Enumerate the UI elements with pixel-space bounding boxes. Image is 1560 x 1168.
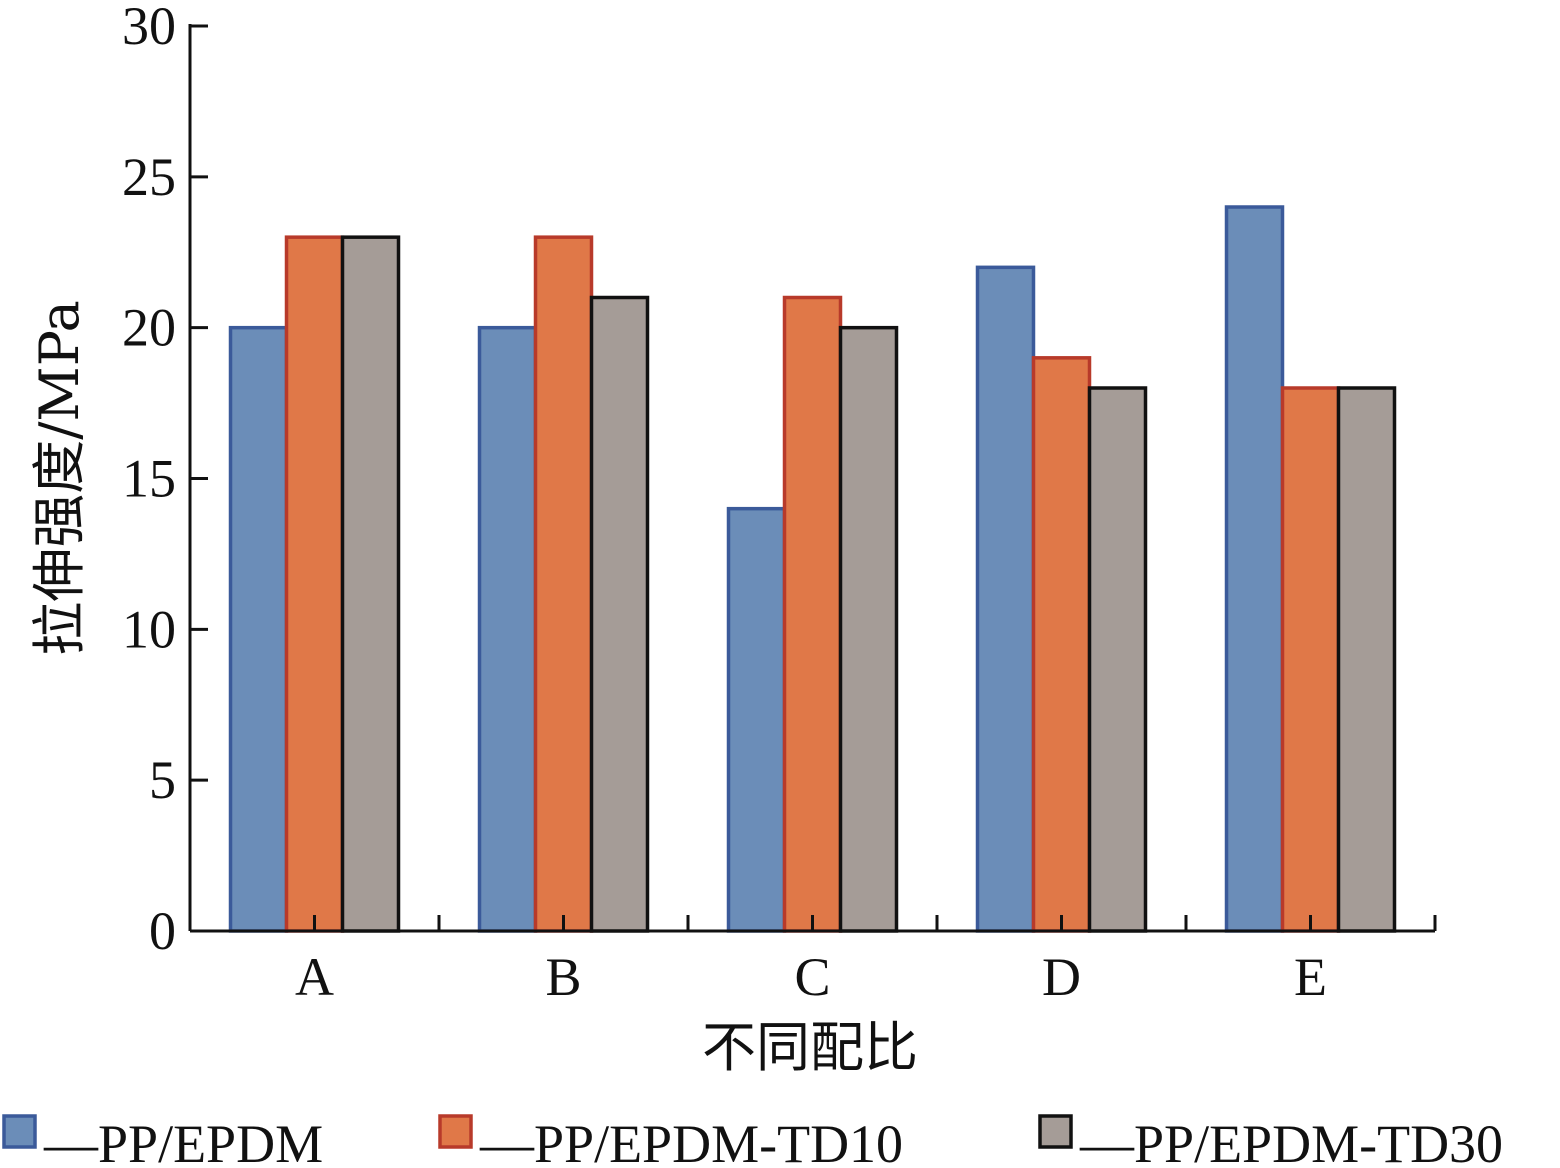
y-tick-label: 10 (122, 599, 176, 659)
y-tick-label: 5 (149, 750, 176, 810)
y-tick-label: 0 (149, 901, 176, 961)
bar-C-series-3 (838, 325, 899, 933)
x-tick-label-D: D (1042, 947, 1081, 1007)
y-axis-title: 拉伸强度/MPa (28, 300, 91, 656)
y-tick-label: 15 (122, 449, 176, 509)
bar-B-series-2 (533, 235, 594, 933)
legend: —PP/EPDM —PP/EPDM-TD10 —PP/EPDM-TD30 (2, 1114, 1503, 1168)
x-tick-label-A: A (295, 947, 334, 1007)
y-tick-label: 30 (122, 0, 176, 56)
bar-C-series-1 (726, 506, 787, 933)
bar-C-series-2 (782, 295, 843, 933)
legend-label-1: —PP/EPDM (43, 1114, 323, 1168)
bar-D-series-1 (975, 265, 1036, 933)
legend-label-2: —PP/EPDM-TD10 (479, 1114, 903, 1168)
bar-E-series-1 (1224, 205, 1285, 933)
y-tick-label: 25 (122, 147, 176, 207)
bar-B-series-1 (477, 325, 538, 933)
bar-D-series-2 (1031, 356, 1092, 933)
bar-A-series-2 (284, 235, 345, 933)
bar-E-series-2 (1280, 386, 1341, 933)
legend-swatch-1 (2, 1114, 37, 1149)
legend-swatch-3 (1038, 1114, 1073, 1149)
bar-D-series-3 (1087, 386, 1148, 933)
bar-E-series-3 (1336, 386, 1397, 933)
ticks-layer: 0 5 10 15 20 25 30 A B C D E (122, 0, 1327, 1007)
legend-label-3: —PP/EPDM-TD30 (1079, 1114, 1503, 1168)
bar-B-series-3 (589, 295, 650, 933)
legend-swatch-2 (438, 1114, 473, 1149)
bars-layer (228, 205, 1397, 933)
bar-A-series-1 (228, 325, 289, 933)
x-tick-label-C: C (794, 947, 830, 1007)
x-tick-label-B: B (545, 947, 581, 1007)
bar-A-series-3 (340, 235, 401, 933)
y-tick-label: 20 (122, 298, 176, 358)
x-tick-label-E: E (1294, 947, 1327, 1007)
x-axis-title: 不同配比 (702, 1016, 918, 1079)
